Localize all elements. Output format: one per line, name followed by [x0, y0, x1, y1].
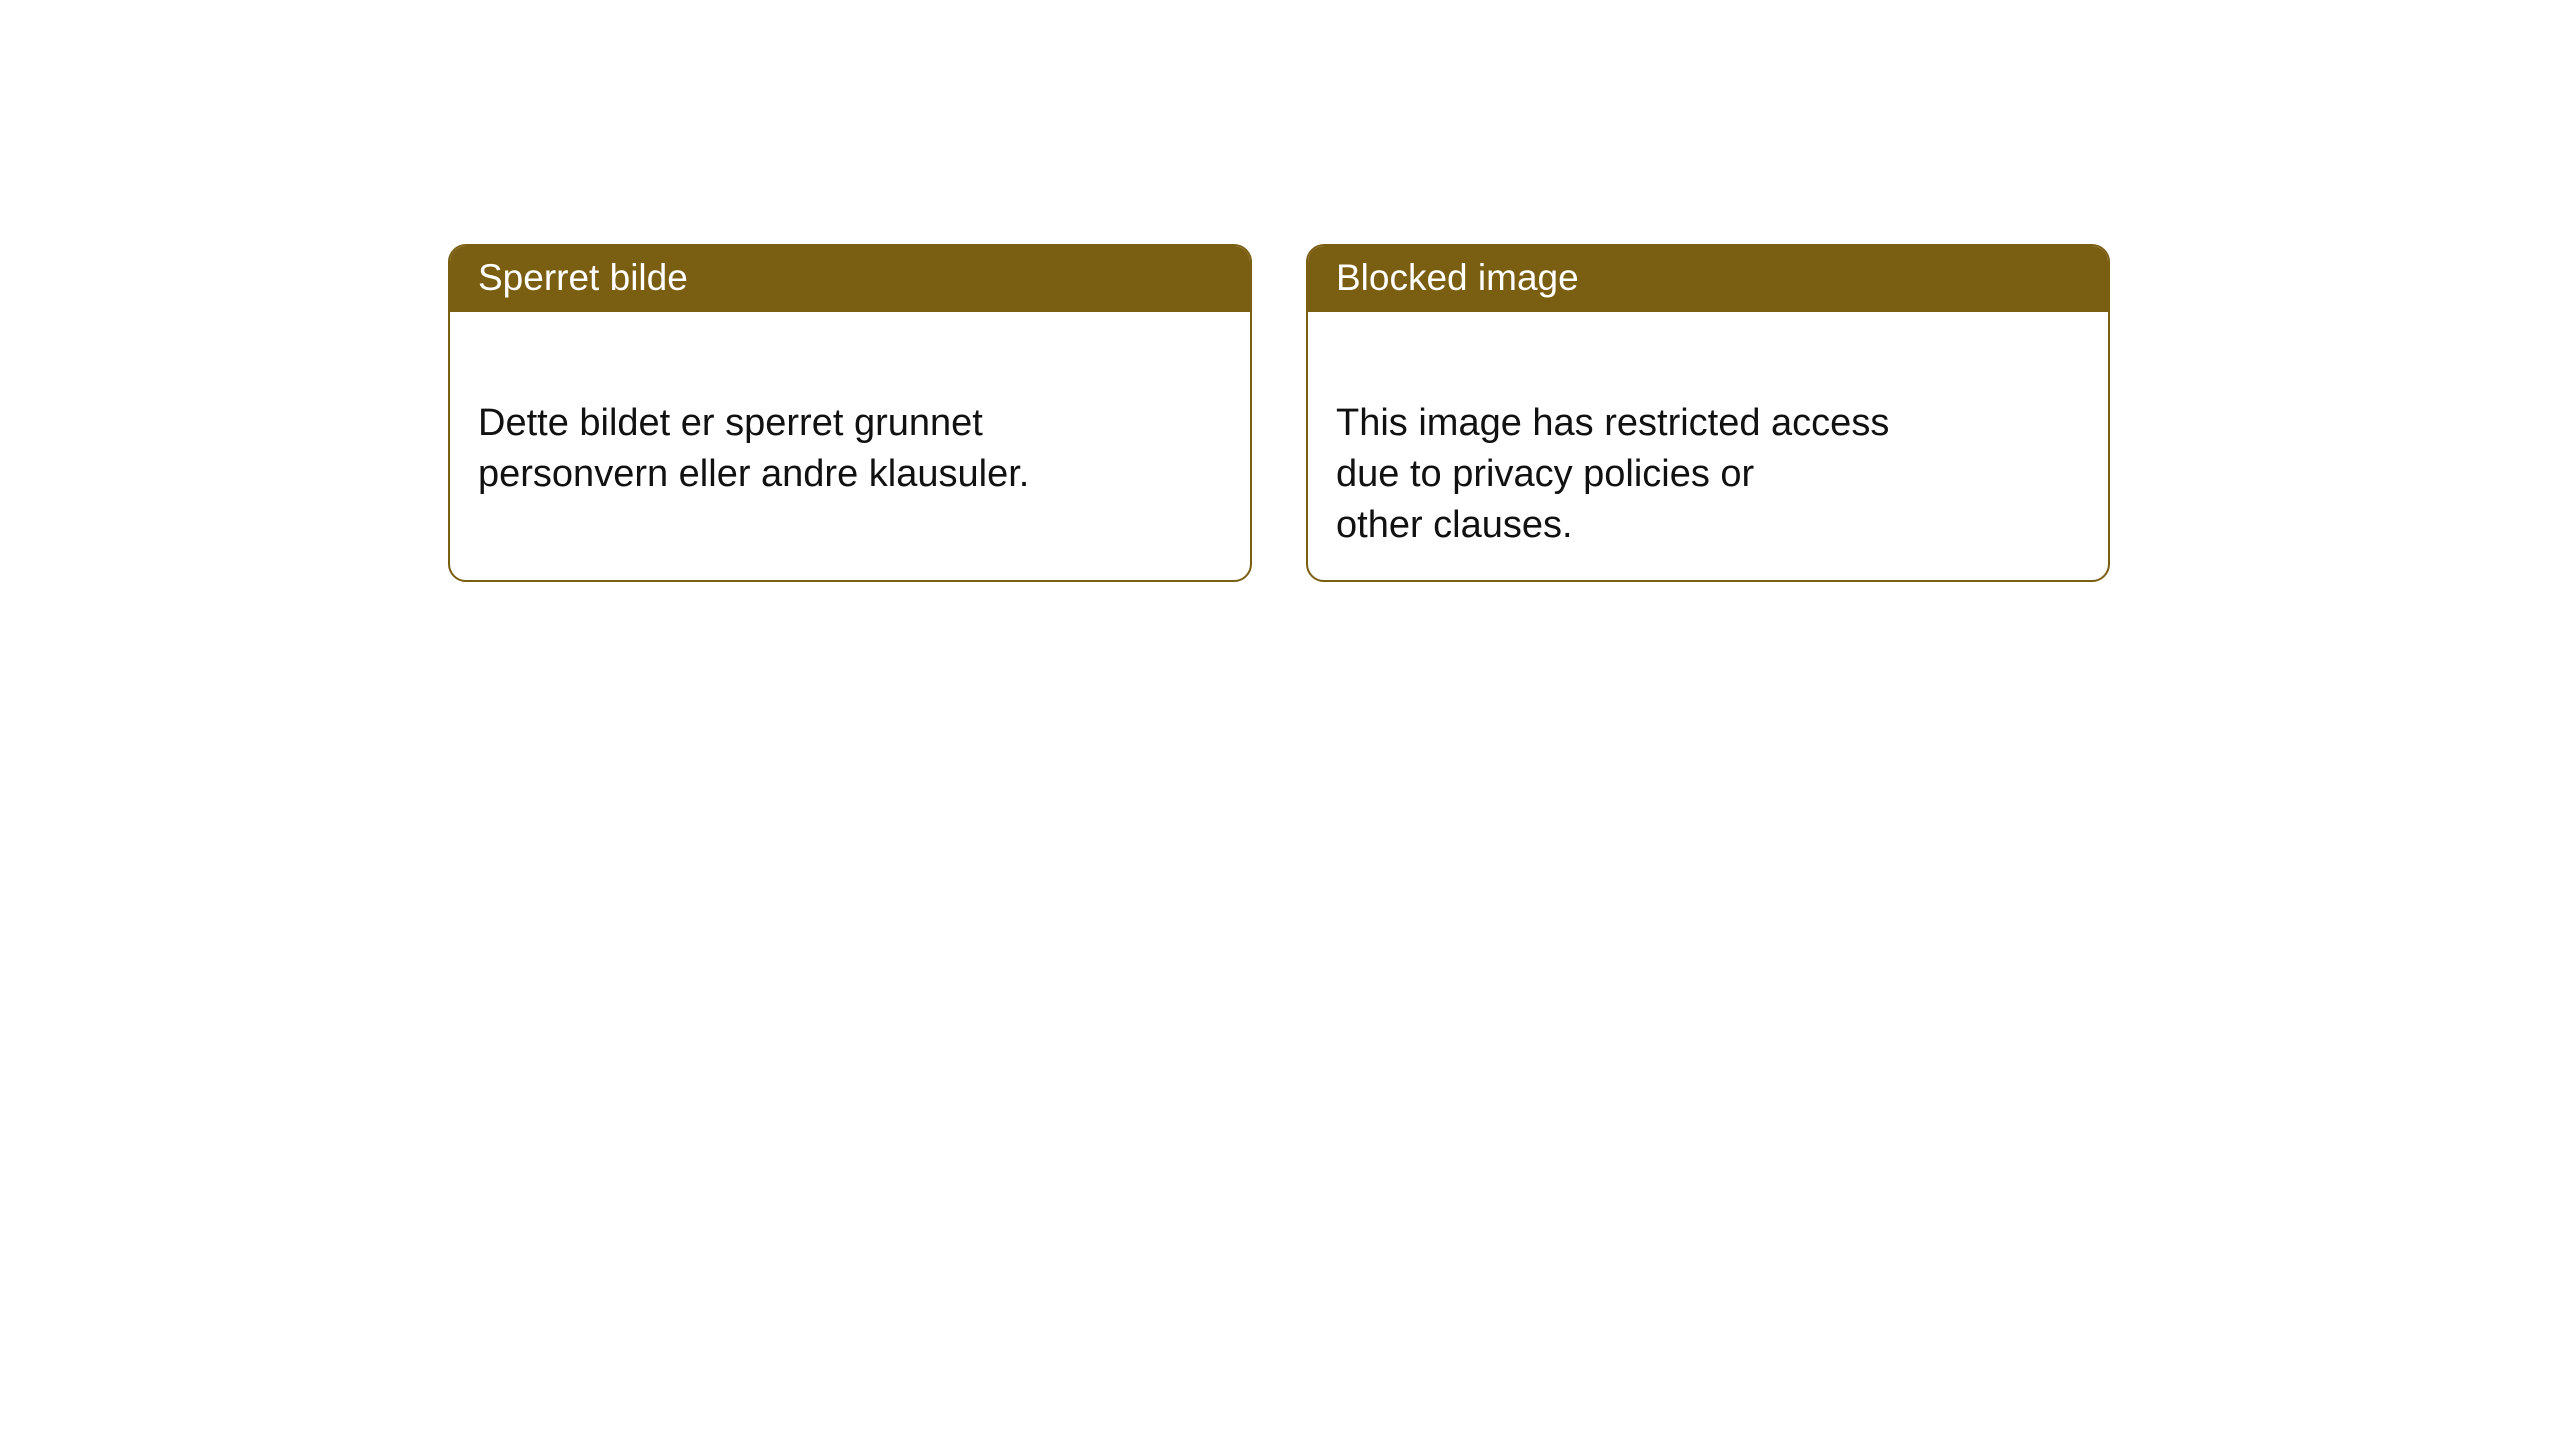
card-header-label: Blocked image: [1336, 257, 1579, 298]
card-body: This image has restricted access due to …: [1308, 312, 2108, 575]
blocked-image-card-norwegian: Sperret bilde Dette bildet er sperret gr…: [448, 244, 1252, 582]
card-body: Dette bildet er sperret grunnet personve…: [450, 312, 1250, 524]
card-body-text: This image has restricted access due to …: [1336, 402, 1889, 547]
card-body-text: Dette bildet er sperret grunnet personve…: [478, 402, 1029, 495]
notice-cards-container: Sperret bilde Dette bildet er sperret gr…: [0, 0, 2560, 582]
blocked-image-card-english: Blocked image This image has restricted …: [1306, 244, 2110, 582]
card-header: Sperret bilde: [450, 246, 1250, 312]
card-header: Blocked image: [1308, 246, 2108, 312]
card-header-label: Sperret bilde: [478, 257, 688, 298]
